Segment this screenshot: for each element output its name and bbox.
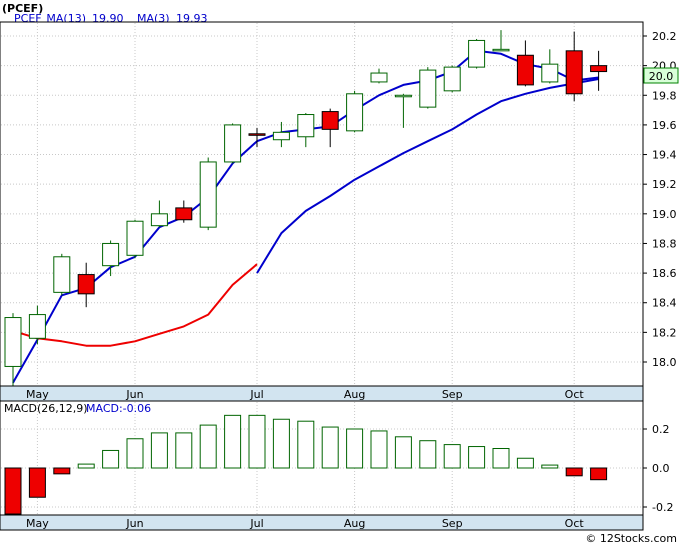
candle-up <box>419 69 437 108</box>
macd-x-tick-label: Oct <box>565 517 585 530</box>
price-y-tick-label: 19.4 <box>652 149 677 162</box>
macd-bar-negative <box>53 467 71 475</box>
macd-x-axis: May Jun Jul Aug Sep Oct <box>26 517 584 530</box>
macd-bar-negative <box>565 467 583 477</box>
macd-y-axis: 0.2 0.0 -0.2 <box>643 423 673 514</box>
candle-up <box>443 66 461 92</box>
ma-line-ma-long- <box>256 78 599 274</box>
macd-bar-positive <box>468 446 486 469</box>
macd-x-tick-label: Jul <box>249 517 263 530</box>
last-price-tag: 20.0 <box>649 70 674 83</box>
price-x-tick-label: Oct <box>565 388 585 401</box>
candle-up <box>468 39 486 68</box>
macd-bar-positive <box>443 444 461 469</box>
candle-down <box>516 54 534 86</box>
candle-up <box>4 317 22 367</box>
price-y-tick-label: 19.8 <box>652 89 677 102</box>
candle-down <box>248 133 266 136</box>
candle-down <box>590 65 608 73</box>
copyright-footer: © 12Stocks.com <box>585 532 677 545</box>
candle-down <box>321 111 339 130</box>
macd-bar-positive <box>297 420 315 469</box>
macd-bar-positive <box>394 436 412 469</box>
macd-bar-positive <box>77 463 95 469</box>
candle-down <box>77 274 95 295</box>
price-y-tick-label: 19.6 <box>652 119 677 132</box>
macd-bar-positive <box>150 432 168 469</box>
candle-up <box>126 220 144 256</box>
macd-bar-positive <box>419 440 437 469</box>
macd-x-tick-label: Jun <box>125 517 143 530</box>
price-candles <box>4 30 608 386</box>
macd-bar-positive <box>224 414 242 469</box>
price-y-tick-label: 20.2 <box>652 30 677 43</box>
macd-y-tick-label: 0.0 <box>652 462 670 475</box>
price-y-tick-label: 19.0 <box>652 208 677 221</box>
candle-up <box>394 94 412 98</box>
macd-bar-positive <box>492 448 510 469</box>
macd-y-tick-label: 0.2 <box>652 423 670 436</box>
candle-up <box>541 63 559 83</box>
macd-x-tick-label: May <box>26 517 49 530</box>
macd-x-tick-label: Aug <box>344 517 365 530</box>
macd-bar-positive <box>175 432 193 469</box>
candle-up <box>370 72 388 83</box>
macd-y-tick-label: -0.2 <box>652 501 673 514</box>
macd-bar-positive <box>126 438 144 469</box>
price-title-bar <box>0 0 643 21</box>
macd-value-label: MACD:-0.06 <box>86 402 151 415</box>
candle-up <box>28 314 46 339</box>
macd-bar-positive <box>248 414 266 469</box>
macd-bar-positive <box>321 426 339 469</box>
candle-up <box>102 242 120 267</box>
candle-up <box>492 48 510 52</box>
candle-up <box>53 256 71 293</box>
candle-up <box>150 213 168 227</box>
candle-down <box>175 207 193 221</box>
macd-bar-negative <box>590 467 608 481</box>
price-y-tick-label: 19.2 <box>652 178 677 191</box>
candle-down <box>565 50 583 95</box>
price-x-tick-label: May <box>26 388 49 401</box>
candle-up <box>224 124 242 163</box>
macd-histogram <box>4 414 608 515</box>
macd-x-tick-label: Sep <box>442 517 463 530</box>
price-x-tick-label: Jul <box>249 388 263 401</box>
candle-up <box>346 93 364 132</box>
macd-plot-area <box>0 400 644 516</box>
price-chart-title: (PCEF) <box>2 2 43 15</box>
macd-bar-positive <box>370 430 388 469</box>
macd-bar-positive <box>272 418 290 469</box>
price-plot-area <box>0 21 644 387</box>
macd-chart-title: MACD(26,12,9) <box>4 402 88 415</box>
price-y-tick-label: 18.0 <box>652 356 677 369</box>
price-y-tick-label: 18.6 <box>652 267 677 280</box>
price-x-tick-label: Aug <box>344 388 365 401</box>
price-x-axis-band <box>0 385 644 402</box>
price-x-axis: May Jun Jul Aug Sep Oct <box>26 388 584 401</box>
macd-bar-negative <box>4 467 22 515</box>
macd-bar-positive <box>516 457 534 469</box>
macd-bar-positive <box>102 449 120 469</box>
price-x-tick-label: Jun <box>125 388 143 401</box>
price-y-tick-label: 18.2 <box>652 326 677 339</box>
macd-bar-positive <box>541 464 559 469</box>
candle-up <box>272 131 290 141</box>
candle-up <box>297 114 315 138</box>
price-y-tick-label: 18.4 <box>652 297 677 310</box>
macd-bar-negative <box>28 467 46 498</box>
macd-x-axis-band <box>0 514 644 531</box>
price-x-tick-label: Sep <box>442 388 463 401</box>
last-price-tag-box <box>643 67 679 84</box>
macd-bar-positive <box>346 428 364 469</box>
price-y-tick-label: 18.8 <box>652 237 677 250</box>
candle-up <box>199 161 217 228</box>
ma-line-ma-long-early- <box>12 263 258 347</box>
macd-bar-positive <box>199 424 217 469</box>
